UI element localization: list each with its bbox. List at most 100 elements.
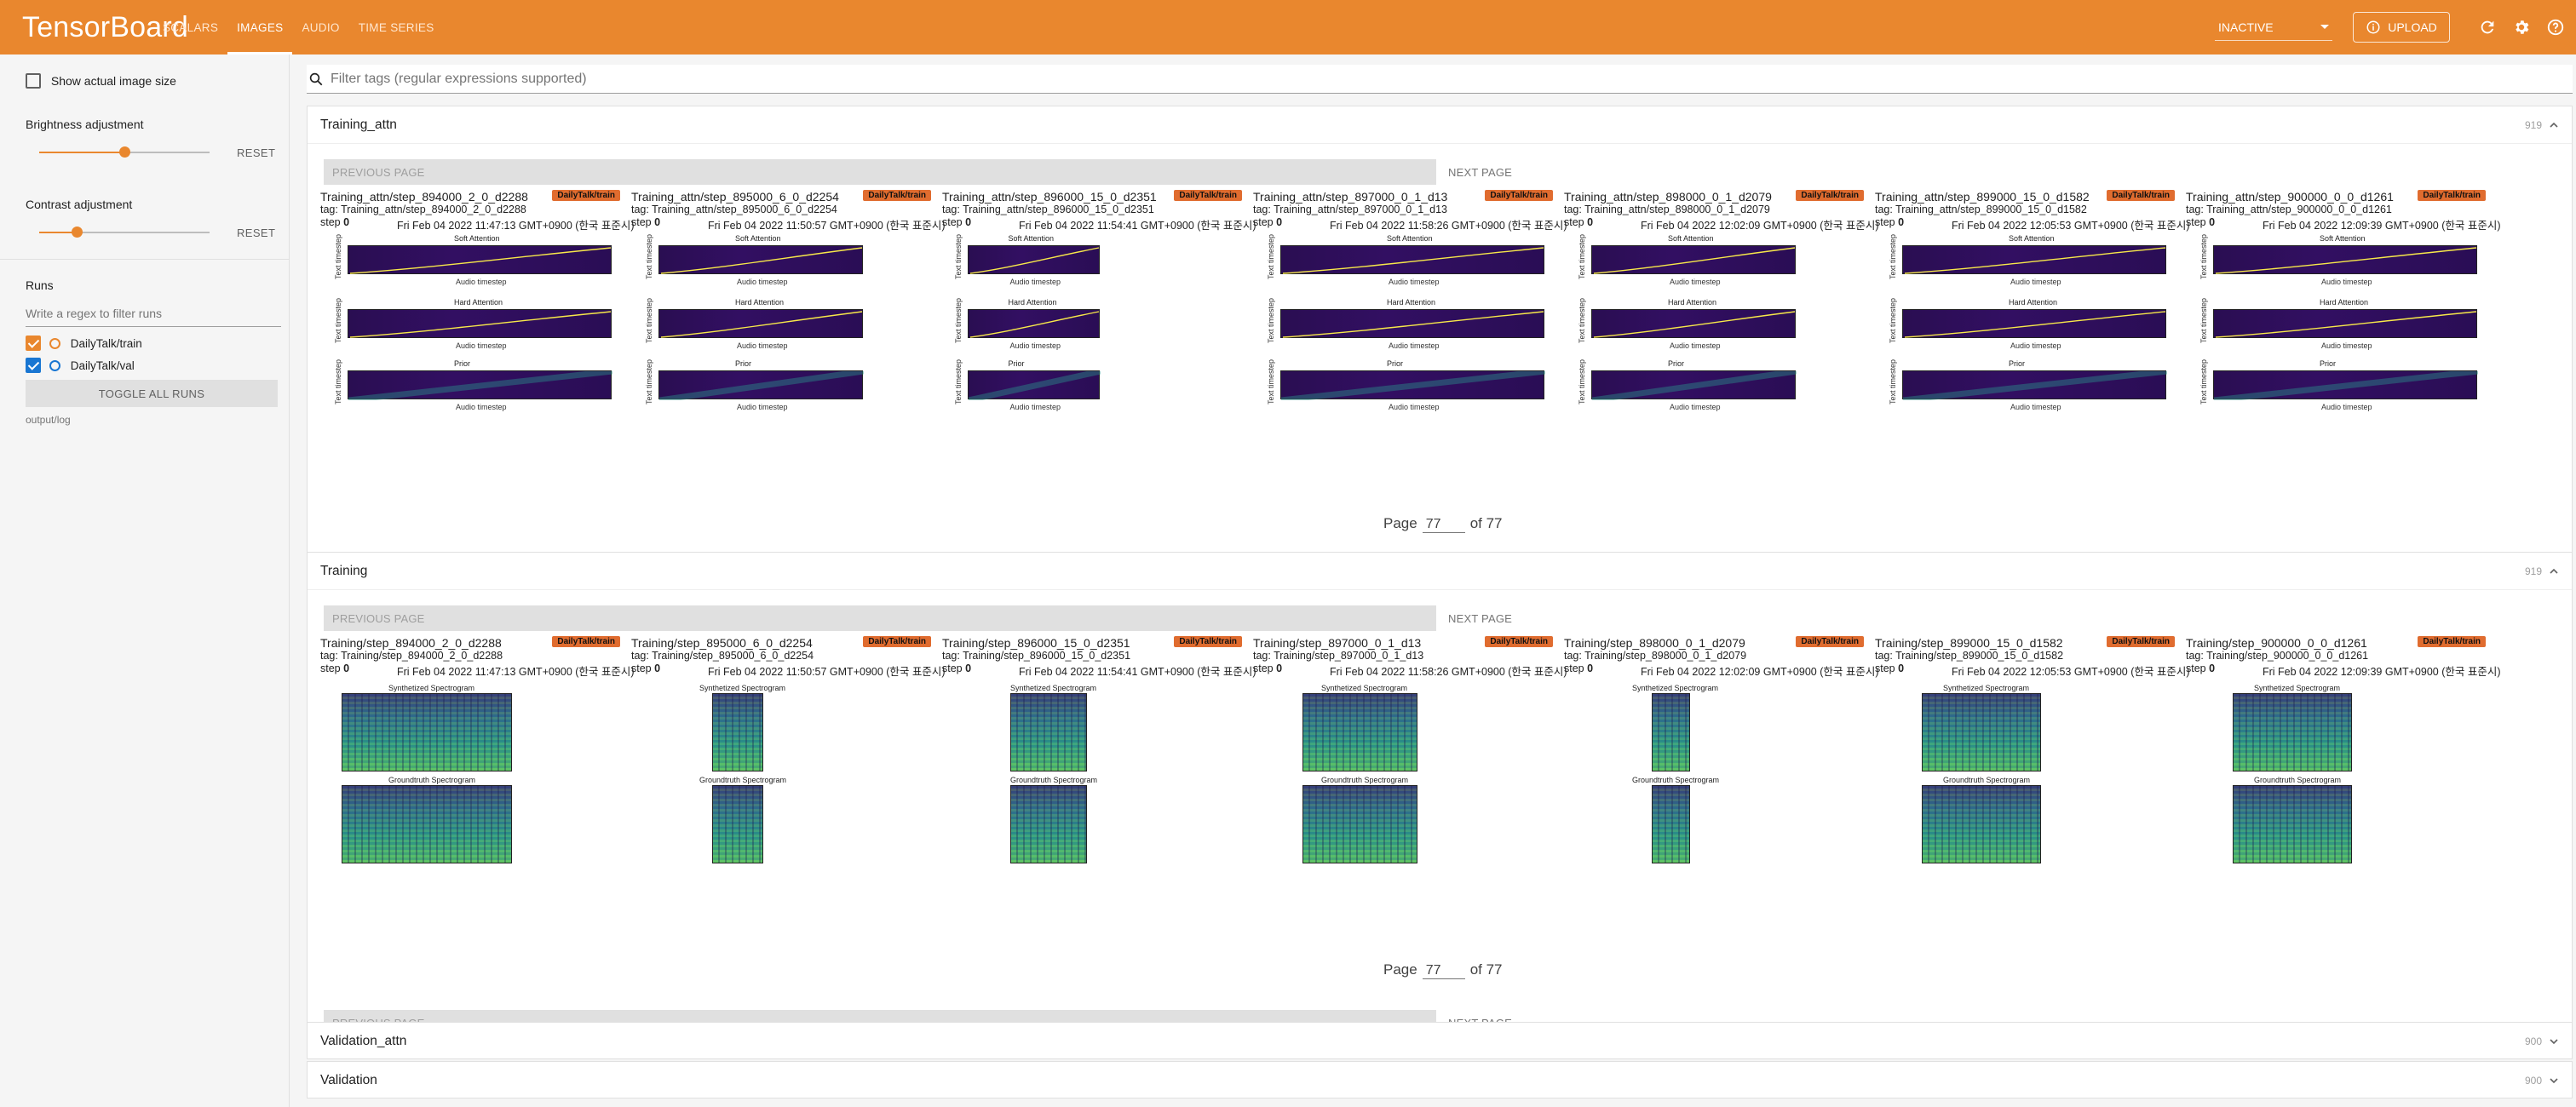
chevron-down-icon — [2320, 25, 2329, 29]
image-card[interactable]: Training_attn/step_900000_0_0_d1261 Dail… — [2186, 190, 2501, 420]
show-actual-size-row[interactable]: Show actual image size — [26, 73, 176, 89]
step-label: step — [1253, 662, 1274, 674]
runs-filter-input[interactable]: Write a regex to filter runs — [26, 303, 281, 327]
run-color-swatch-val[interactable] — [49, 359, 60, 371]
image-card[interactable]: Training_attn/step_894000_2_0_d2288 Dail… — [320, 190, 635, 420]
tab-audio[interactable]: AUDIO — [302, 20, 340, 34]
attention-x-axis-label: Audio timestep — [737, 341, 788, 350]
attention-heatmap — [1280, 309, 1544, 338]
spectrogram-title: Synthetized Spectrogram — [1010, 684, 1097, 692]
image-card[interactable]: Training_attn/step_895000_6_0_d2254 Dail… — [631, 190, 946, 420]
spectrogram-plot-image[interactable]: Synthetized Spectrogram Groundtruth Spect… — [942, 679, 1249, 863]
attention-subplot-title: Soft Attention — [1387, 234, 1433, 243]
spectrogram-image — [342, 785, 512, 863]
attention-plot-image[interactable]: Soft Attention Audio timestep Text timeste… — [942, 232, 1249, 411]
step-value: 0 — [654, 216, 661, 228]
run-badge: DailyTalk/train — [863, 636, 931, 647]
chevron-up-icon[interactable] — [2549, 120, 2559, 130]
alignment-curve — [969, 247, 1100, 274]
alignment-curve — [1593, 247, 1796, 274]
next-page-button[interactable]: NEXT PAGE — [1448, 166, 1513, 179]
attention-x-axis-label: Audio timestep — [2010, 278, 2061, 286]
image-card[interactable]: Training_attn/step_897000_0_1_d13 DailyT… — [1253, 190, 1567, 420]
section-header-training[interactable]: Training 919 — [308, 553, 2572, 590]
attention-plot-image[interactable]: Soft Attention Audio timestep Text timeste… — [1875, 232, 2182, 411]
attention-subplot-title: Prior — [1387, 359, 1404, 368]
image-card-step: step 0 — [1253, 216, 1282, 228]
image-card[interactable]: Training/step_894000_2_0_d2288 DailyTalk… — [320, 636, 635, 866]
tab-scalars[interactable]: SCALARS — [163, 20, 219, 34]
next-page-button[interactable]: NEXT PAGE — [1448, 612, 1513, 625]
image-card-timestamp: Fri Feb 04 2022 12:05:53 GMT+0900 (한국 표준… — [1952, 220, 2190, 232]
image-card[interactable]: Training/step_897000_0_1_d13 DailyTalk/t… — [1253, 636, 1567, 866]
refresh-button[interactable] — [2470, 10, 2504, 44]
spectrogram-image — [1651, 785, 1690, 863]
section-header-validation-attn[interactable]: Validation_attn 900 — [308, 1023, 2572, 1060]
attention-x-axis-label: Audio timestep — [2321, 403, 2372, 411]
spectrogram-image — [2233, 785, 2352, 863]
image-card[interactable]: Training_attn/step_896000_15_0_d2351 Dai… — [942, 190, 1256, 420]
run-badge: DailyTalk/train — [2418, 190, 2486, 201]
contrast-slider-track[interactable] — [39, 232, 210, 233]
spectrogram-plot-image[interactable]: Synthetized Spectrogram Groundtruth Spect… — [1875, 679, 2182, 863]
tab-time-series[interactable]: TIME SERIES — [358, 20, 434, 34]
plugin-select-dropdown[interactable]: INACTIVE — [2215, 14, 2332, 41]
attention-plot-image[interactable]: Soft Attention Audio timestep Text timeste… — [631, 232, 938, 411]
settings-button[interactable] — [2504, 10, 2539, 44]
image-card[interactable]: Training/step_896000_15_0_d2351 DailyTal… — [942, 636, 1256, 866]
contrast-slider-thumb[interactable] — [72, 227, 83, 238]
spectrogram-plot-image[interactable]: Synthetized Spectrogram Groundtruth Spect… — [320, 679, 627, 863]
step-label: step — [320, 662, 341, 674]
alignment-curve — [660, 311, 863, 338]
previous-page-button[interactable]: PREVIOUS PAGE — [324, 159, 1436, 185]
section-count: 900 — [2525, 1075, 2559, 1087]
alignment-curve — [1593, 311, 1796, 338]
run-color-swatch-train[interactable] — [49, 337, 60, 349]
image-card[interactable]: Training/step_899000_15_0_d1582 DailyTal… — [1875, 636, 2190, 866]
search-icon — [309, 72, 323, 85]
spectrogram-plot-image[interactable]: Synthetized Spectrogram Groundtruth Spect… — [1253, 679, 1560, 863]
toggle-all-runs-button[interactable]: TOGGLE ALL RUNS — [26, 380, 278, 407]
image-card[interactable]: Training_attn/step_899000_15_0_d1582 Dai… — [1875, 190, 2190, 420]
attention-plot-image[interactable]: Soft Attention Audio timestep Text timeste… — [320, 232, 627, 411]
image-card[interactable]: Training_attn/step_898000_0_1_d2079 Dail… — [1564, 190, 1879, 420]
spectrogram-title: Synthetized Spectrogram — [1943, 684, 2030, 692]
upload-button[interactable]: UPLOAD — [2353, 12, 2450, 43]
contrast-reset-button[interactable]: RESET — [237, 227, 276, 239]
attention-plot-image[interactable]: Soft Attention Audio timestep Text timeste… — [2186, 232, 2493, 411]
show-actual-size-checkbox[interactable] — [26, 73, 41, 89]
image-card[interactable]: Training/step_900000_0_0_d1261 DailyTalk… — [2186, 636, 2501, 866]
brightness-reset-button[interactable]: RESET — [237, 146, 276, 159]
chevron-down-icon[interactable] — [2549, 1075, 2559, 1086]
spectrogram-plot-image[interactable]: Synthetized Spectrogram Groundtruth Spect… — [1564, 679, 1871, 863]
brightness-slider-thumb[interactable] — [119, 146, 130, 158]
image-card[interactable]: Training/step_895000_6_0_d2254 DailyTalk… — [631, 636, 946, 866]
alignment-curve — [2213, 368, 2479, 404]
chevron-up-icon[interactable] — [2549, 566, 2559, 576]
page-number-input[interactable]: 77 — [1422, 517, 1465, 533]
tag-filter-bar[interactable]: Filter tags (regular expressions support… — [307, 65, 2573, 94]
contrast-label: Contrast adjustment — [26, 198, 133, 211]
run-checkbox-train[interactable] — [26, 336, 41, 352]
tag-filter-input[interactable]: Filter tags (regular expressions support… — [331, 71, 587, 86]
spectrogram-plot-image[interactable]: Synthetized Spectrogram Groundtruth Spect… — [631, 679, 938, 863]
sidebar: Show actual image size Brightness adjust… — [0, 54, 290, 1107]
chevron-down-icon[interactable] — [2549, 1036, 2559, 1047]
attention-heatmap — [968, 368, 1101, 404]
spectrogram-plot-image[interactable]: Synthetized Spectrogram Groundtruth Spect… — [2186, 679, 2493, 863]
help-button[interactable] — [2539, 10, 2573, 44]
run-checkbox-val[interactable] — [26, 358, 41, 374]
section-header-training-attn[interactable]: Training_attn 919 — [308, 106, 2572, 144]
image-card-title: Training_attn/step_898000_0_1_d2079 — [1564, 190, 1772, 204]
attention-x-axis-label: Audio timestep — [1389, 341, 1440, 350]
run-row-val[interactable]: DailyTalk/val — [26, 358, 135, 374]
attention-y-axis-label: Text timestep — [1267, 297, 1275, 343]
section-header-validation[interactable]: Validation 900 — [308, 1062, 2572, 1099]
page-number-input[interactable]: 77 — [1422, 963, 1465, 979]
previous-page-button[interactable]: PREVIOUS PAGE — [324, 605, 1436, 631]
attention-plot-image[interactable]: Soft Attention Audio timestep Text timeste… — [1253, 232, 1560, 411]
run-row-train[interactable]: DailyTalk/train — [26, 336, 142, 352]
attention-plot-image[interactable]: Soft Attention Audio timestep Text timeste… — [1564, 232, 1871, 411]
tab-images[interactable]: IMAGES — [227, 0, 293, 54]
image-card[interactable]: Training/step_898000_0_1_d2079 DailyTalk… — [1564, 636, 1879, 866]
